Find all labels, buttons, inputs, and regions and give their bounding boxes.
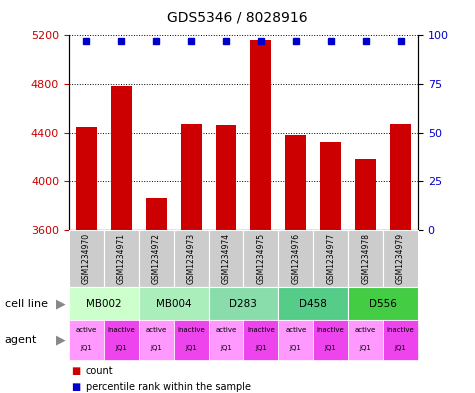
Text: inactive: inactive	[177, 327, 205, 333]
Text: D283: D283	[229, 299, 257, 309]
Text: MB002: MB002	[86, 299, 122, 309]
Text: JQ1: JQ1	[255, 345, 267, 351]
Text: inactive: inactive	[107, 327, 135, 333]
Text: inactive: inactive	[247, 327, 275, 333]
Text: GSM1234973: GSM1234973	[187, 233, 196, 284]
Text: percentile rank within the sample: percentile rank within the sample	[86, 382, 250, 392]
Bar	[320, 142, 341, 230]
Text: D458: D458	[299, 299, 327, 309]
Text: JQ1: JQ1	[150, 345, 162, 351]
Text: JQ1: JQ1	[290, 345, 302, 351]
Text: JQ1: JQ1	[395, 345, 407, 351]
Text: MB004: MB004	[156, 299, 191, 309]
Bar	[390, 124, 411, 230]
Text: ▶: ▶	[56, 297, 66, 310]
Text: ■: ■	[71, 382, 80, 392]
Text: active: active	[215, 327, 237, 333]
Text: inactive: inactive	[317, 327, 344, 333]
Text: GSM1234977: GSM1234977	[326, 233, 335, 284]
Text: active: active	[76, 327, 97, 333]
Text: GDS5346 / 8028916: GDS5346 / 8028916	[167, 11, 308, 25]
Text: GSM1234976: GSM1234976	[291, 233, 300, 284]
Text: ■: ■	[71, 366, 80, 376]
Bar	[146, 198, 167, 230]
Text: GSM1234972: GSM1234972	[152, 233, 161, 284]
Text: inactive: inactive	[387, 327, 414, 333]
Bar	[216, 125, 237, 230]
Text: active: active	[145, 327, 167, 333]
Bar	[355, 160, 376, 230]
Text: GSM1234975: GSM1234975	[256, 233, 266, 284]
Text: JQ1: JQ1	[360, 345, 371, 351]
Bar	[76, 127, 97, 230]
Text: JQ1: JQ1	[80, 345, 92, 351]
Text: active: active	[285, 327, 306, 333]
Text: GSM1234970: GSM1234970	[82, 233, 91, 284]
Text: cell line: cell line	[5, 299, 48, 309]
Bar	[250, 40, 271, 230]
Text: GSM1234978: GSM1234978	[361, 233, 370, 284]
Text: GSM1234971: GSM1234971	[117, 233, 126, 284]
Text: JQ1: JQ1	[220, 345, 232, 351]
Text: D556: D556	[369, 299, 397, 309]
Text: JQ1: JQ1	[325, 345, 337, 351]
Bar	[285, 135, 306, 230]
Text: GSM1234974: GSM1234974	[221, 233, 230, 284]
Text: JQ1: JQ1	[185, 345, 197, 351]
Bar	[111, 86, 132, 230]
Text: JQ1: JQ1	[115, 345, 127, 351]
Text: GSM1234979: GSM1234979	[396, 233, 405, 284]
Bar	[180, 124, 201, 230]
Text: active: active	[355, 327, 376, 333]
Text: count: count	[86, 366, 113, 376]
Text: ▶: ▶	[56, 333, 66, 347]
Text: agent: agent	[5, 335, 37, 345]
